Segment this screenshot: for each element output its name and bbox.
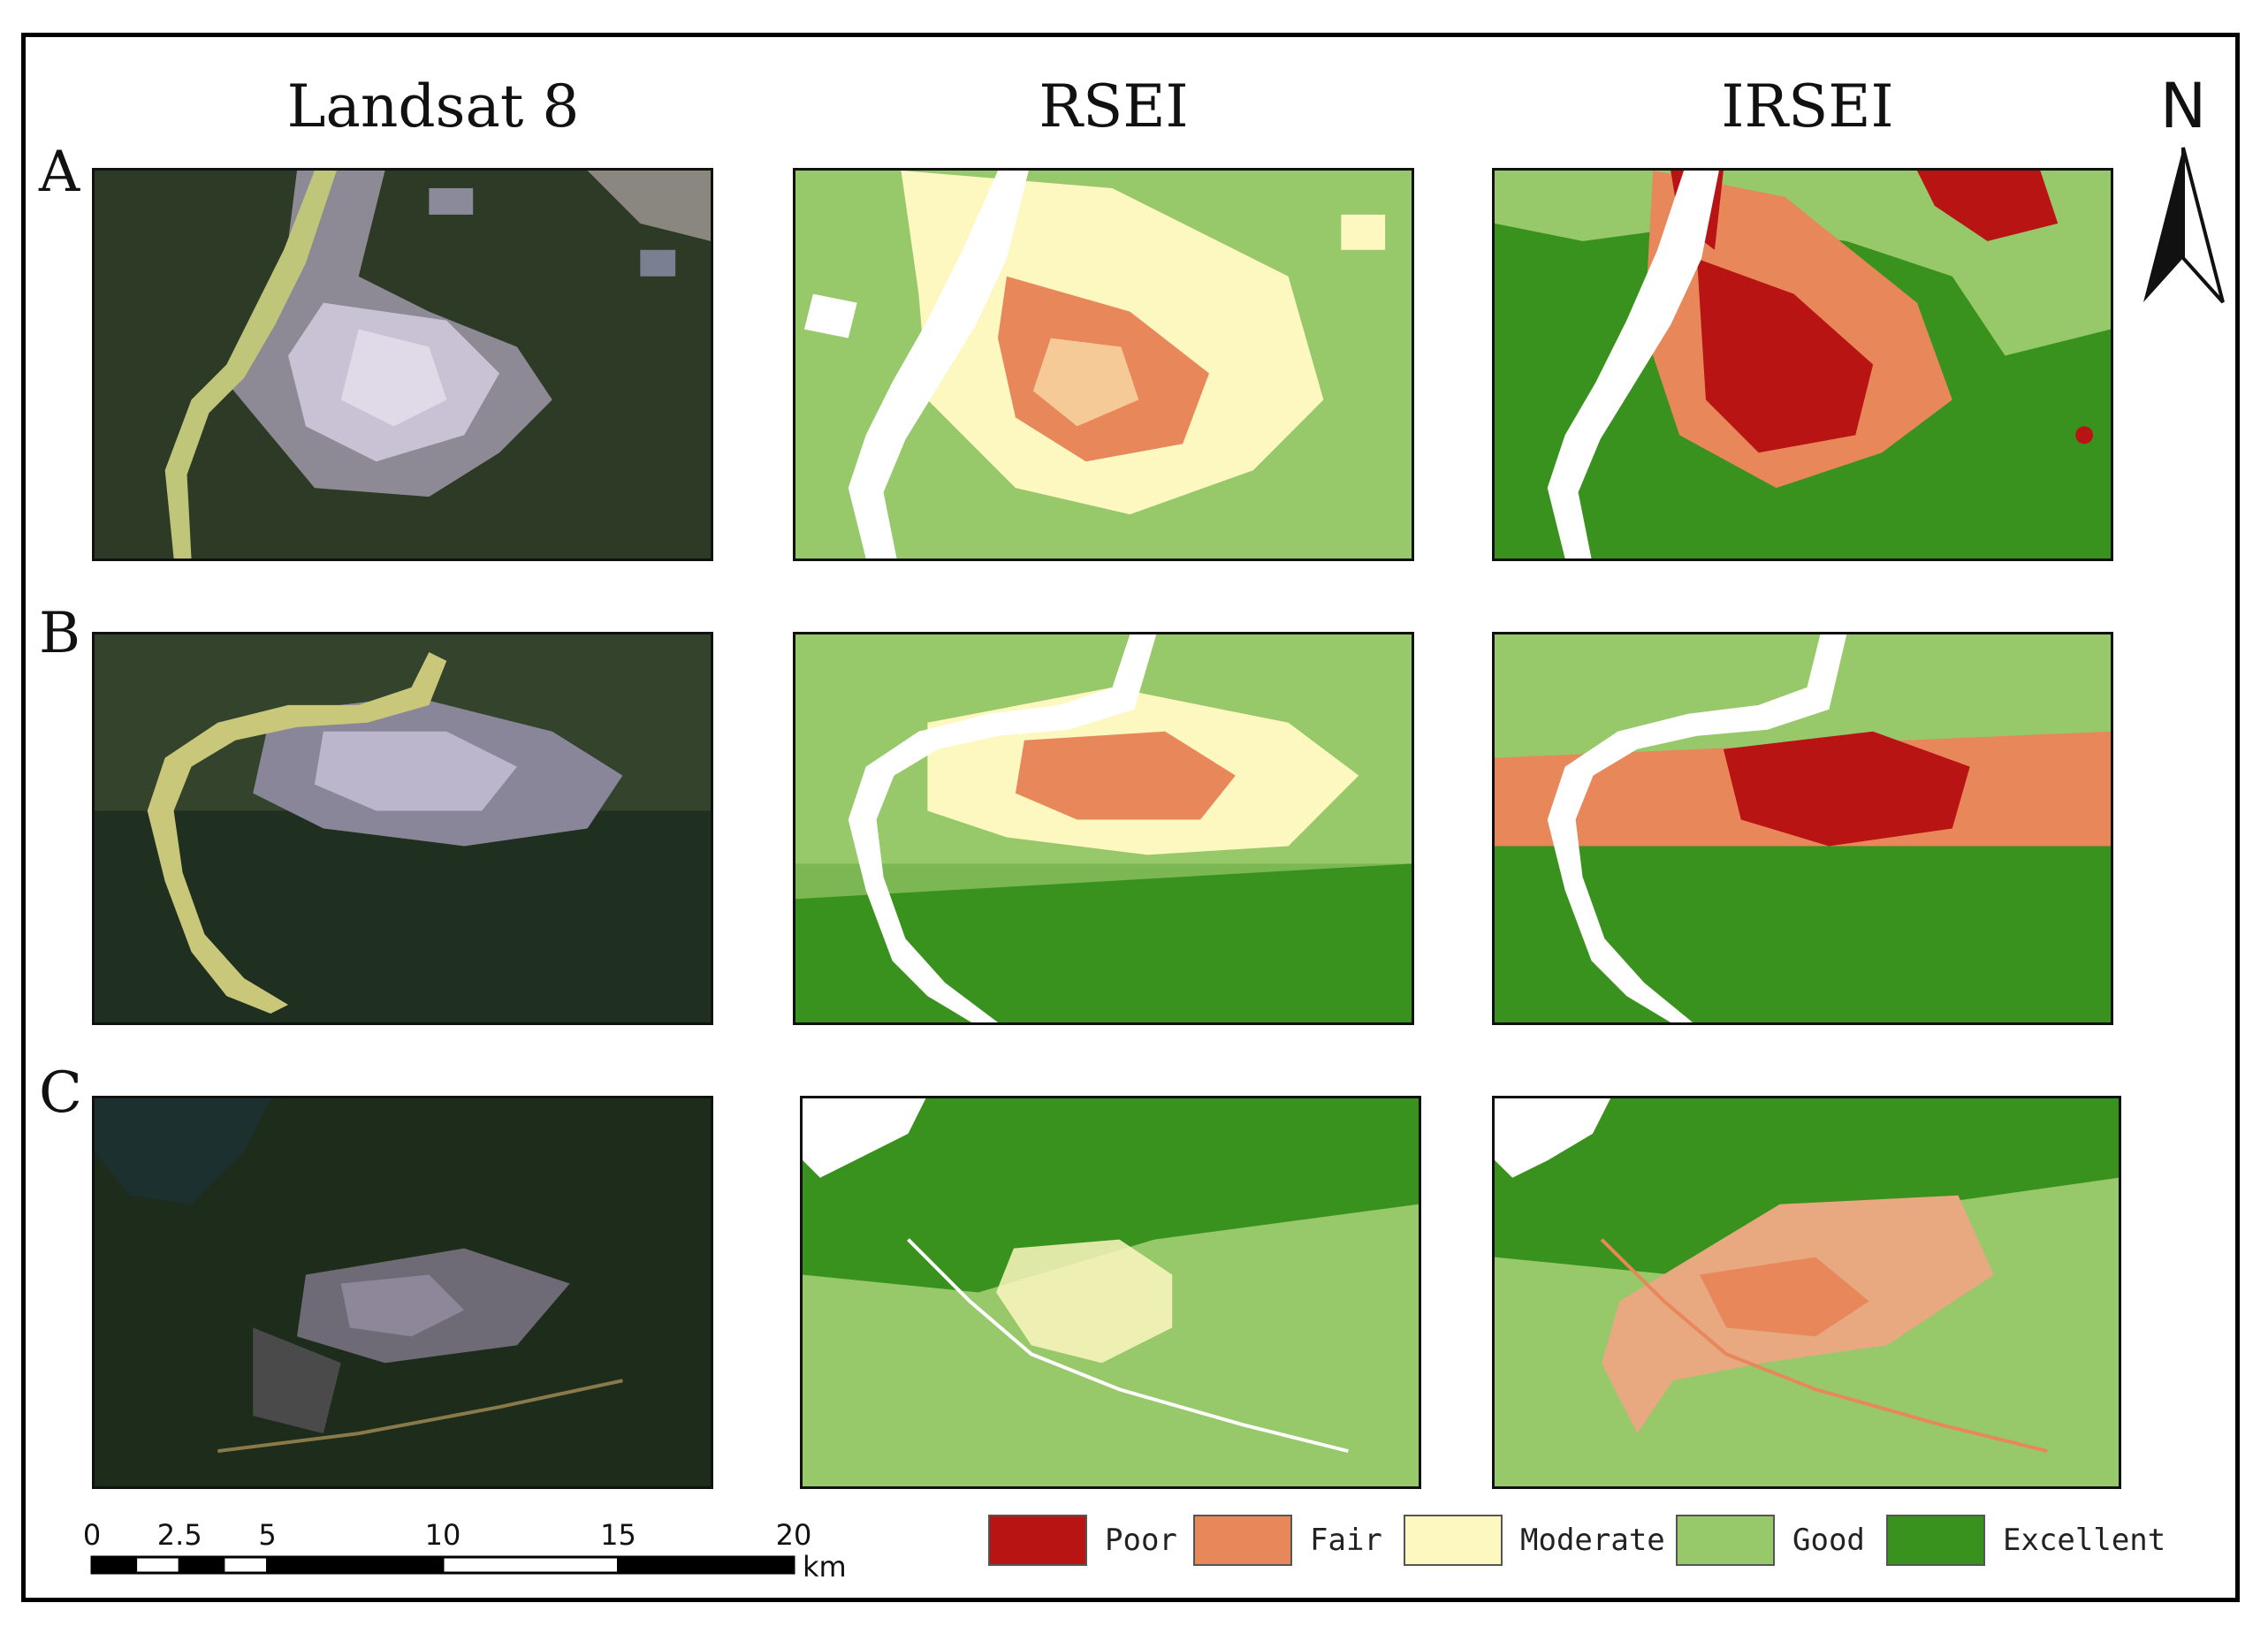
scale-tick-label: 2.5 (157, 1518, 202, 1552)
scale-bar-segment (441, 1555, 620, 1575)
north-arrow: N (2126, 70, 2241, 311)
scale-bar-segment (617, 1555, 795, 1575)
scale-bar-segment (134, 1555, 181, 1575)
landsat-image-c (95, 1098, 711, 1486)
legend-label-moderate: Moderate (1520, 1523, 1665, 1558)
column-title-landsat8: Landsat 8 (286, 72, 580, 141)
scale-tick-label: 5 (258, 1518, 276, 1552)
legend-item-moderate: Moderate (1404, 1513, 1665, 1568)
legend-item-good: Good (1676, 1513, 1865, 1568)
legend-item-poor: Poor (988, 1513, 1177, 1568)
north-arrow-icon: N (2143, 70, 2225, 304)
irsei-map-a (1495, 171, 2111, 558)
legend-label-excellent: Excellent (2003, 1523, 2166, 1558)
column-title-rsei: RSEI (1039, 72, 1189, 141)
landsat-image-a (95, 171, 711, 558)
rsei-map-a (795, 171, 1412, 558)
scale-tick-label: 0 (83, 1518, 101, 1552)
legend-swatch-moderate (1404, 1515, 1503, 1566)
north-label: N (2160, 72, 2206, 142)
rsei-map-c (803, 1098, 1419, 1486)
scale-bar-segment (222, 1555, 269, 1575)
panel-c-irsei (1492, 1096, 2121, 1489)
scale-bar-segment (178, 1555, 225, 1575)
legend-swatch-poor (988, 1515, 1087, 1566)
row-label-b: B (39, 601, 81, 666)
legend-item-fair: Fair (1193, 1513, 1382, 1568)
legend-swatch-excellent (1886, 1515, 1985, 1566)
panel-a-rsei (793, 168, 1414, 561)
scale-tick-label: 15 (600, 1518, 636, 1552)
scale-bar-segment (266, 1555, 445, 1575)
panel-b-rsei (793, 632, 1414, 1025)
scale-bar-segment (90, 1555, 138, 1575)
panel-a-landsat8 (92, 168, 713, 561)
irsei-map-c (1495, 1098, 2119, 1486)
legend-swatch-fair (1193, 1515, 1292, 1566)
panel-c-rsei (800, 1096, 1421, 1489)
panel-b-landsat8 (92, 632, 713, 1025)
legend-swatch-good (1676, 1515, 1775, 1566)
panel-b-irsei (1492, 632, 2113, 1025)
legend-label-good: Good (1792, 1523, 1865, 1558)
figure-frame (21, 33, 2240, 1602)
panel-a-irsei (1492, 168, 2113, 561)
scale-bar: 0 2.5 5 10 15 20 km (80, 1502, 875, 1591)
panel-c-landsat8 (92, 1096, 713, 1489)
irsei-map-b (1495, 634, 2111, 1022)
legend-item-excellent: Excellent (1886, 1513, 2165, 1568)
scale-unit-label: km (803, 1550, 847, 1584)
column-title-irsei: IRSEI (1721, 72, 1894, 141)
legend-label-fair: Fair (1310, 1523, 1382, 1558)
scale-tick-label: 10 (425, 1518, 461, 1552)
legend: Poor Fair Moderate Good Excellent (988, 1513, 2217, 1575)
rsei-map-b (795, 634, 1412, 1022)
landsat-image-b (95, 634, 711, 1022)
row-label-c: C (39, 1060, 82, 1126)
scale-tick-label: 20 (776, 1518, 812, 1552)
legend-label-poor: Poor (1105, 1523, 1177, 1558)
row-label-a: A (39, 140, 80, 205)
